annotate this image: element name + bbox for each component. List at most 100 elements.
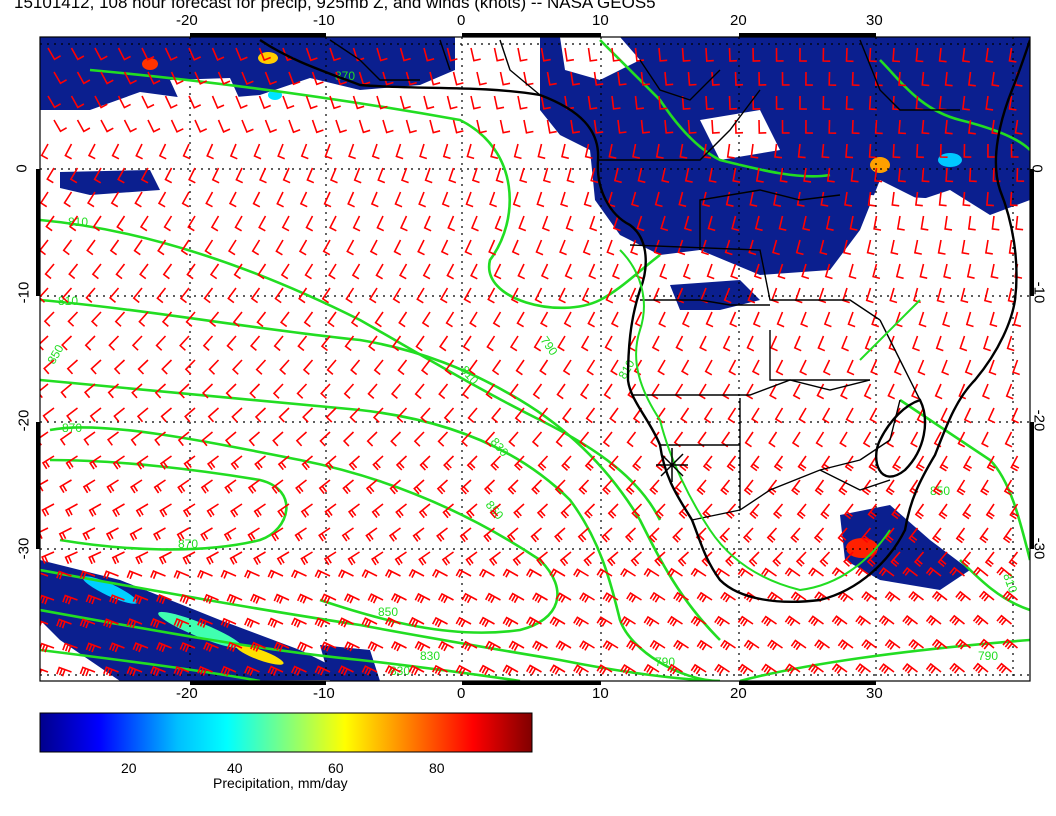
wind-barb [56, 618, 72, 629]
wind-barb [325, 407, 337, 423]
wind-barb [138, 311, 149, 327]
wind-barb [587, 47, 598, 62]
wind-barb [85, 594, 102, 605]
wind-barb [902, 614, 918, 626]
wind-barb [94, 47, 108, 61]
wind-barb [649, 479, 660, 495]
wind-barb [515, 359, 525, 376]
wind-barb [413, 431, 425, 447]
wind-barb [726, 455, 737, 472]
wind-barb [479, 664, 495, 676]
wind-barb [908, 638, 924, 650]
wind-barb [486, 335, 496, 352]
wind-barb [159, 503, 172, 518]
wind-barb [161, 359, 173, 375]
wind-barb [393, 239, 402, 256]
wind-barb [561, 407, 572, 424]
wind-barb [361, 569, 378, 579]
wind-barb [499, 119, 511, 134]
wind-barb [573, 568, 589, 578]
wind-barb [1013, 311, 1022, 328]
wind-barb [76, 119, 91, 133]
wind-barb [888, 335, 897, 352]
wind-barb [931, 527, 942, 544]
colorbar-tick: 40 [227, 760, 243, 776]
wind-barb [797, 455, 807, 472]
wind-barb [158, 143, 167, 160]
lon-tick-top: -20 [176, 12, 198, 29]
wind-barb [705, 311, 714, 328]
wind-barb [466, 143, 475, 160]
wind-barb [986, 191, 994, 207]
wind-barb [987, 143, 995, 158]
wind-barb [414, 592, 431, 604]
wind-barb [137, 359, 149, 375]
lon-tick-top: 10 [592, 12, 609, 29]
wind-barb [682, 263, 691, 280]
wind-barb [822, 359, 831, 376]
wind-barb [446, 47, 458, 62]
wind-barb [418, 191, 426, 208]
wind-barb [532, 640, 548, 651]
wind-barb [438, 335, 449, 352]
wind-barb [327, 311, 337, 328]
wind-barb [955, 590, 971, 602]
wind-barb [516, 311, 525, 328]
wind-barb [40, 191, 49, 208]
wind-barb [395, 503, 407, 519]
wind-barb [347, 191, 355, 208]
wind-barb [589, 215, 598, 232]
wind-barb [460, 479, 472, 495]
wind-barb [667, 663, 683, 675]
wind-barb [776, 311, 785, 328]
wind-barb [154, 383, 167, 399]
wind-barb [494, 215, 503, 232]
wind-barb [226, 641, 243, 652]
wind-barb [211, 167, 220, 184]
wind-barb [84, 335, 96, 351]
wind-barb [865, 287, 874, 304]
wind-barb [945, 167, 954, 183]
wind-barb [1008, 239, 1017, 255]
wind-barb [828, 119, 837, 134]
wind-barb [991, 119, 1000, 135]
wind-barb [799, 359, 807, 376]
wind-barb [111, 551, 125, 565]
wind-barb [890, 551, 901, 568]
wind-barb [512, 191, 521, 208]
wind-barb [728, 359, 737, 376]
wind-barb [258, 47, 271, 62]
wind-barb [770, 335, 778, 352]
wind-barb [791, 479, 801, 496]
wind-barb [584, 455, 596, 472]
wind-barbs [40, 47, 1025, 677]
wind-barb [370, 191, 379, 208]
colorbar [39, 712, 533, 753]
wind-barb [179, 335, 190, 351]
wind-barb [874, 167, 883, 183]
wind-barb [311, 71, 324, 86]
wind-barb [361, 617, 378, 628]
wind-barb [943, 263, 952, 280]
wind-barb [893, 359, 902, 376]
wind-barb [53, 119, 67, 133]
wind-barb [938, 47, 947, 63]
wind-barb [629, 287, 637, 304]
wind-barb [394, 191, 403, 208]
wind-barb [750, 407, 760, 424]
wind-barb [731, 215, 740, 232]
wind-barb [1002, 638, 1019, 650]
wind-barb [207, 407, 220, 423]
wind-barb [395, 143, 404, 160]
wind-barb [150, 618, 166, 629]
wind-barb [182, 551, 196, 565]
wind-barb [632, 407, 643, 424]
wind-barb [232, 311, 243, 328]
wind-barb [851, 119, 860, 135]
wind-barb [734, 119, 744, 134]
wind-barb [708, 167, 717, 183]
wind-barb [136, 407, 149, 423]
wind-barb [139, 215, 149, 232]
wind-barb [485, 640, 501, 652]
wind-barb [890, 239, 899, 255]
